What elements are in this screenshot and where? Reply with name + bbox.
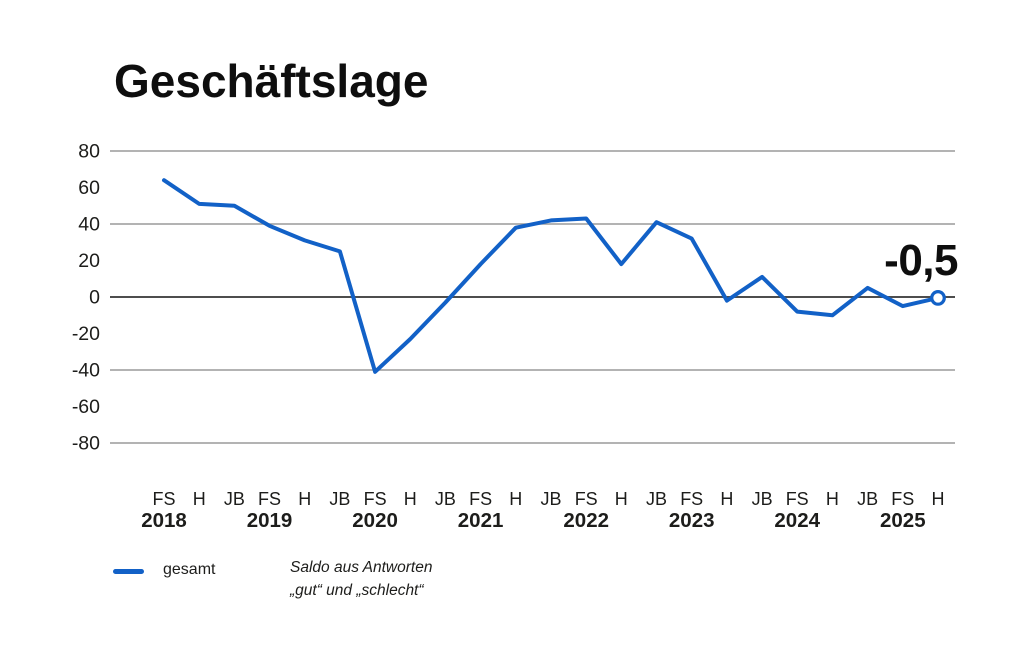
x-axis-period-label: JB (329, 489, 350, 509)
x-axis-period-label: JB (752, 489, 773, 509)
chart-title: Geschäftslage (114, 55, 429, 107)
x-axis-period-label: FS (152, 489, 175, 509)
x-axis-period-label: JB (224, 489, 245, 509)
x-axis-year-label: 2019 (247, 509, 293, 532)
legend-line-swatch (113, 569, 144, 574)
x-axis-period-label: JB (857, 489, 878, 509)
x-axis-period-label: H (932, 489, 945, 509)
y-axis-tick-label: -60 (72, 396, 100, 418)
y-axis-tick-label: 40 (78, 214, 100, 236)
legend-note-line1: Saldo aus Antworten (290, 559, 433, 576)
y-axis-tick-label: 0 (89, 287, 100, 309)
x-axis-period-label: FS (680, 489, 703, 509)
y-axis-tick-label: 20 (78, 250, 100, 272)
x-axis-year-label: 2021 (458, 509, 504, 532)
legend-note: Saldo aus Antworten „gut“ und „schlecht“ (290, 556, 432, 602)
x-axis-year-label: 2020 (352, 509, 398, 532)
series-line-gesamt (162, 178, 940, 374)
y-axis-tick-label: 60 (78, 177, 100, 199)
x-axis-period-label: H (509, 489, 522, 509)
x-axis-period-label: H (720, 489, 733, 509)
x-axis-period-label: FS (258, 489, 281, 509)
x-axis-period-label: H (298, 489, 311, 509)
y-axis-tick-label: 80 (78, 141, 100, 163)
legend-note-line2: „gut“ und „schlecht“ (290, 582, 424, 599)
x-axis-year-label: 2025 (880, 509, 926, 532)
x-axis-period-label: JB (646, 489, 667, 509)
x-axis-period-label: H (615, 489, 628, 509)
x-axis-period-label: FS (786, 489, 809, 509)
y-axis-tick-label: -80 (72, 433, 100, 455)
last-point-marker (930, 290, 946, 306)
x-axis-period-label: H (826, 489, 839, 509)
x-axis-year-label: 2022 (563, 509, 609, 532)
x-axis-year-label: 2018 (141, 509, 187, 532)
x-axis-period-label: JB (435, 489, 456, 509)
x-axis-period-label: FS (469, 489, 492, 509)
x-axis-period-label: FS (891, 489, 914, 509)
x-axis-year-label: 2024 (774, 509, 820, 532)
x-axis-period-label: H (193, 489, 206, 509)
x-axis-period-label: JB (540, 489, 561, 509)
x-axis-period-label: FS (575, 489, 598, 509)
y-axis-tick-label: -20 (72, 323, 100, 345)
x-axis-year-label: 2023 (669, 509, 715, 532)
legend-series-label: gesamt (163, 561, 216, 578)
y-axis-tick-label: -40 (72, 360, 100, 382)
x-axis-period-label: FS (364, 489, 387, 509)
x-axis-period-label: H (404, 489, 417, 509)
last-value-annotation: -0,5 (884, 236, 958, 285)
